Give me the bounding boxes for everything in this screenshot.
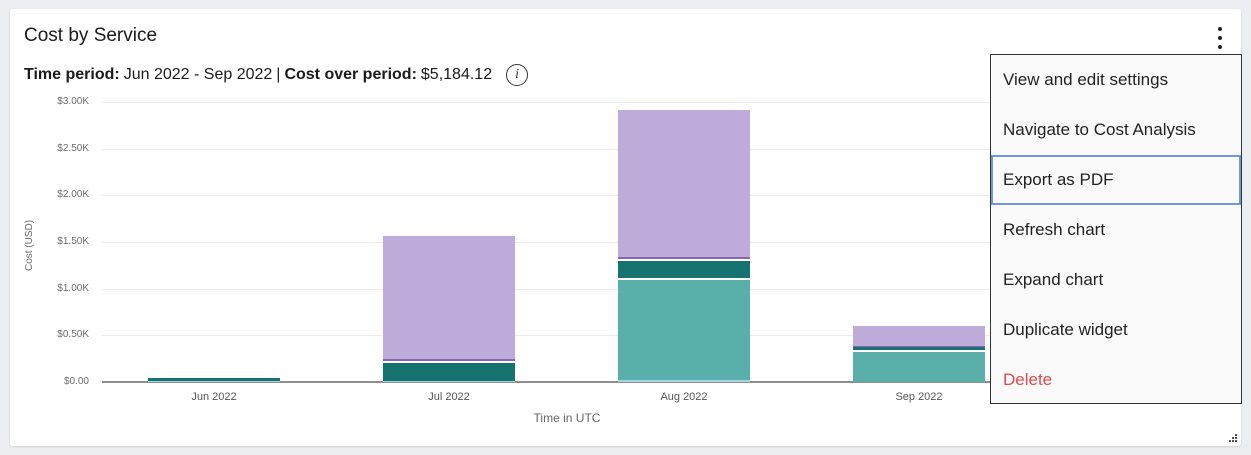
bar-jun-2022[interactable] bbox=[148, 378, 280, 382]
cost-value: $5,184.12 bbox=[420, 66, 493, 83]
menu-item-view-and-edit-settings[interactable]: View and edit settings bbox=[1003, 70, 1169, 89]
bar-segment[interactable] bbox=[383, 359, 515, 361]
menu-item-export-as-pdf[interactable]: Export as PDF bbox=[991, 155, 1241, 205]
bar-segment[interactable] bbox=[853, 347, 985, 351]
y-tick-label: $3.00K bbox=[57, 96, 89, 107]
resize-handle-icon[interactable] bbox=[1227, 432, 1237, 442]
cost-label: Cost over period: bbox=[284, 66, 417, 83]
bar-segment[interactable] bbox=[383, 234, 515, 360]
bar-sep-2022[interactable] bbox=[853, 323, 985, 382]
menu-item-refresh-chart[interactable]: Refresh chart bbox=[1003, 220, 1106, 239]
bar-segment[interactable] bbox=[618, 379, 750, 382]
bar-segment[interactable] bbox=[618, 257, 750, 260]
y-tick-label: $1.50K bbox=[57, 236, 89, 247]
y-tick-label: $0.00 bbox=[63, 376, 89, 387]
x-axis-label: Time in UTC bbox=[533, 411, 601, 425]
widget-options-menu: View and edit settings Navigate to Cost A… bbox=[990, 54, 1242, 404]
widget-title: Cost by Service bbox=[24, 25, 158, 46]
x-tick-label: Aug 2022 bbox=[660, 391, 708, 403]
bar-segment[interactable] bbox=[853, 350, 985, 382]
x-tick-label: Sep 2022 bbox=[895, 391, 943, 403]
menu-item-delete[interactable]: Delete bbox=[1003, 370, 1053, 389]
bar-segment[interactable] bbox=[148, 380, 280, 382]
bar-segment[interactable] bbox=[618, 277, 750, 380]
bar-segment[interactable] bbox=[383, 360, 515, 381]
bar-segment[interactable] bbox=[383, 380, 515, 382]
gridline bbox=[102, 102, 1232, 103]
menu-item-expand-chart[interactable]: Expand chart bbox=[1003, 270, 1104, 289]
bar-jul-2022[interactable] bbox=[383, 234, 515, 382]
bar-segment[interactable] bbox=[148, 378, 280, 381]
more-options-icon[interactable] bbox=[1213, 27, 1227, 49]
y-tick-label: $1.00K bbox=[57, 282, 89, 294]
bar-segment[interactable] bbox=[618, 259, 750, 278]
time-period-value: Jun 2022 - Sep 2022 bbox=[123, 66, 273, 83]
y-tick-label: $0.50K bbox=[57, 329, 89, 341]
bar-segment[interactable] bbox=[853, 323, 985, 346]
summary-line: Time period: Jun 2022 - Sep 2022 | Cost … bbox=[24, 64, 529, 86]
y-tick-label: $2.50K bbox=[57, 142, 89, 154]
bar-segment[interactable] bbox=[853, 345, 985, 348]
separator: | bbox=[276, 66, 281, 83]
x-tick-label: Jun 2022 bbox=[191, 391, 237, 403]
bar-aug-2022[interactable] bbox=[618, 108, 750, 382]
y-tick-label: $2.00K bbox=[57, 189, 89, 201]
menu-item-duplicate-widget[interactable]: Duplicate widget bbox=[1003, 320, 1128, 339]
stacked-bar-chart: Cost (USD) Time in UTC $0.00 $0.50K $1.00K… bbox=[10, 9, 1241, 446]
time-period-label: Time period: bbox=[24, 66, 120, 83]
bar-segment[interactable] bbox=[618, 108, 750, 258]
menu-item-navigate-to-cost-analysis[interactable]: Navigate to Cost Analysis bbox=[1003, 120, 1196, 139]
info-icon[interactable]: i bbox=[506, 64, 529, 86]
x-tick-label: Jul 2022 bbox=[428, 391, 470, 403]
